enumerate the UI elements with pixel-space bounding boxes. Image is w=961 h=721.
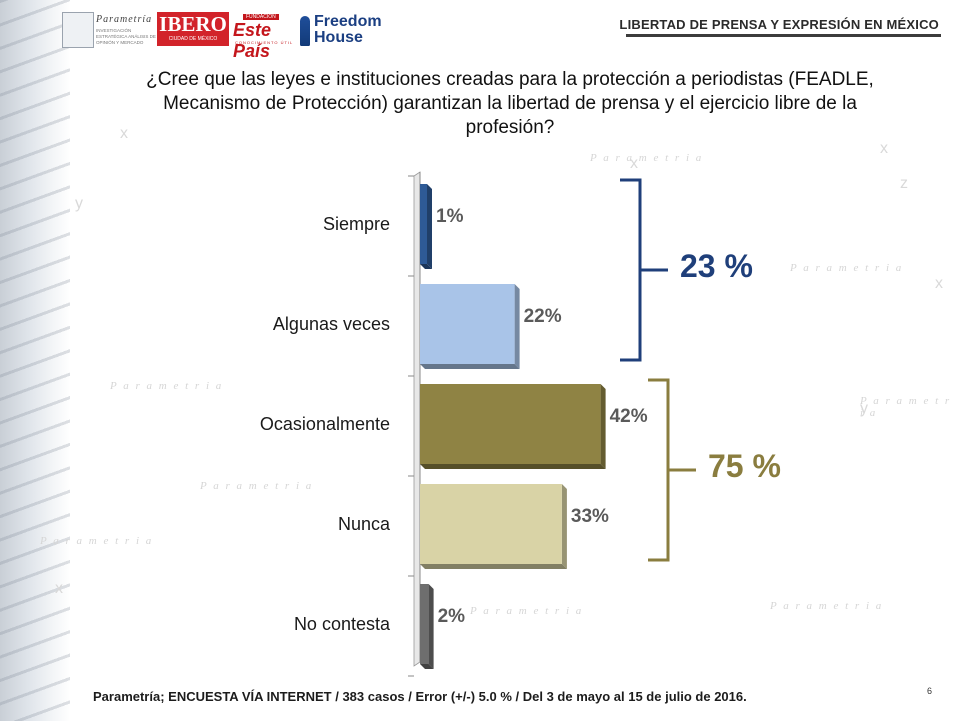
value-label: 42% (610, 406, 648, 427)
header-divider (626, 34, 941, 37)
bar-bottom (420, 364, 520, 369)
category-label: Algunas veces (273, 314, 390, 334)
ibero-logo-subtitle: CIUDAD DE MÉXICO (168, 36, 218, 42)
bar-side (600, 384, 606, 469)
group-bracket (620, 178, 668, 362)
group-total-label: 75 % (708, 448, 781, 484)
bar (420, 284, 515, 364)
parametria-logo-mark (62, 12, 94, 48)
bar-group (420, 284, 520, 369)
freedom-house-logo: Freedom House (300, 14, 384, 48)
bar-side (561, 484, 567, 569)
freedom-house-flame-icon (300, 16, 310, 46)
bar (420, 484, 562, 564)
parametria-logo: Parametría INVESTIGACIÓN ESTRATÉGICA ANÁ… (62, 12, 156, 48)
header-title: LIBERTAD DE PRENSA Y EXPRESIÓN EN MÉXICO (619, 17, 939, 32)
ibero-logo: IBERO CIUDAD DE MÉXICO (157, 12, 229, 46)
bar-bottom (420, 664, 434, 669)
bar-group (420, 384, 606, 469)
bar-side (514, 284, 520, 369)
bar-group (420, 184, 432, 269)
footer-source: Parametría; ENCUESTA VÍA INTERNET / 383 … (93, 689, 747, 704)
bar-group (420, 584, 434, 669)
bar-side (427, 184, 432, 269)
bar-side (428, 584, 434, 669)
value-label: 22% (524, 306, 562, 327)
question-title: ¿Cree que las leyes e instituciones crea… (146, 69, 874, 138)
category-label: Siempre (323, 214, 390, 234)
background-decoration (0, 0, 70, 721)
este-pais-logo-subtitle: CONOCIMIENTO ÚTIL (235, 40, 294, 45)
freedom-house-logo-text: Freedom House (314, 13, 382, 46)
category-label: Nunca (338, 514, 391, 534)
este-pais-logo: FUNDACIÓN Este País CONOCIMIENTO ÚTIL (233, 14, 307, 61)
parametria-logo-subtitle: INVESTIGACIÓN ESTRATÉGICA ANÁLISIS DE OP… (96, 28, 156, 45)
group-bracket (648, 378, 696, 562)
category-label: Ocasionalmente (260, 414, 390, 434)
page-number: 6 (927, 686, 933, 696)
bar-group (420, 484, 567, 569)
bar-bottom (420, 464, 606, 469)
este-pais-logo-text: Este País (233, 20, 272, 61)
bar-bottom (420, 264, 432, 269)
value-label: 2% (438, 606, 466, 627)
group-total-label: 23 % (680, 248, 753, 284)
este-pais-logo-top: FUNDACIÓN (243, 14, 279, 20)
bar (420, 584, 429, 664)
category-label: No contesta (294, 614, 391, 634)
axis-wall (413, 171, 421, 667)
value-label: 1% (436, 206, 464, 227)
value-label: 33% (571, 506, 609, 527)
parametria-logo-text: Parametría (96, 14, 153, 25)
bar (420, 384, 601, 464)
ibero-logo-text: IBERO (159, 12, 227, 36)
bar (420, 184, 427, 264)
bar-bottom (420, 564, 567, 569)
